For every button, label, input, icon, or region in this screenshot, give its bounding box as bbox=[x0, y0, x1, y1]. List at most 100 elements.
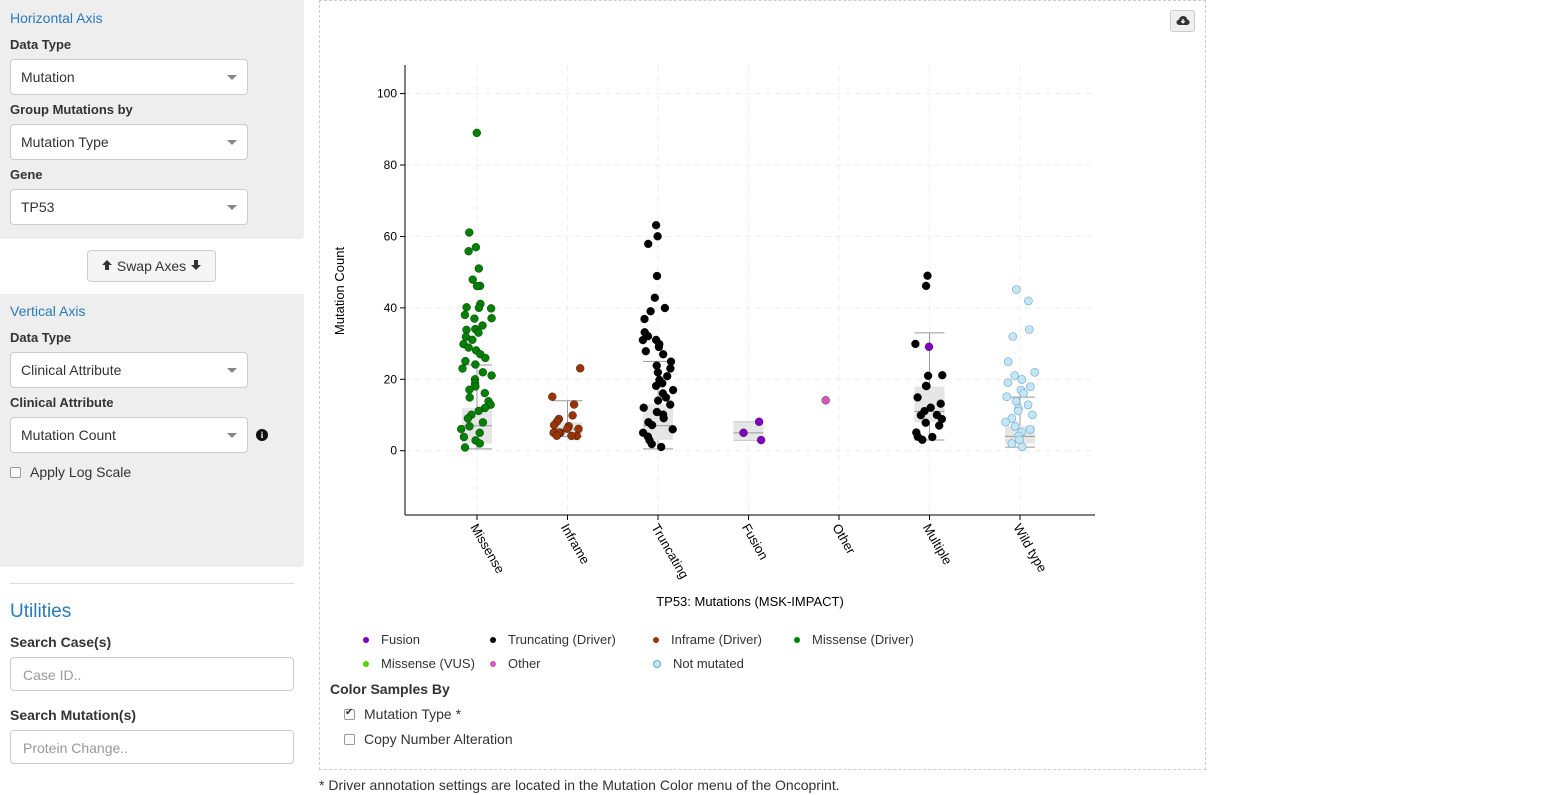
legend-item: Truncating (Driver) bbox=[490, 632, 616, 647]
clinical-attribute-label: Clinical Attribute bbox=[10, 395, 114, 410]
legend-marker bbox=[794, 636, 800, 643]
data-point bbox=[739, 428, 748, 437]
data-point bbox=[480, 388, 489, 398]
legend-marker bbox=[363, 636, 369, 643]
horizontal-axis-panel: Horizontal Axis Data Type Mutation Group… bbox=[0, 0, 304, 239]
data-point bbox=[576, 364, 585, 373]
footnote: * Driver annotation settings are located… bbox=[319, 777, 840, 793]
data-point bbox=[756, 435, 766, 445]
legend-label: Missense (Driver) bbox=[812, 632, 914, 647]
data-point bbox=[487, 371, 496, 380]
search-mutations-label: Search Mutation(s) bbox=[10, 707, 137, 723]
data-point bbox=[647, 420, 657, 430]
legend-label: Inframe (Driver) bbox=[671, 632, 763, 647]
search-mutations-input[interactable]: Protein Change.. bbox=[10, 730, 294, 764]
plot-container bbox=[319, 0, 1206, 770]
legend-item: Not mutated bbox=[653, 656, 744, 671]
data-point bbox=[1003, 357, 1013, 367]
data-point bbox=[461, 356, 470, 366]
gene-select[interactable]: TP53 bbox=[10, 189, 248, 225]
data-point bbox=[666, 400, 675, 409]
h-data-type-value: Mutation bbox=[21, 69, 75, 85]
search-mutations-placeholder: Protein Change.. bbox=[23, 740, 129, 756]
data-point bbox=[487, 314, 496, 323]
x-axis-label: TP53: Mutations (MSK-IMPACT) bbox=[656, 594, 844, 609]
x-tick-label: Missense bbox=[467, 521, 507, 576]
data-point bbox=[1007, 439, 1017, 448]
y-tick-label: 60 bbox=[384, 229, 398, 243]
y-axis-label: Mutation Count bbox=[332, 247, 347, 336]
y-tick-label: 20 bbox=[384, 372, 398, 386]
data-point bbox=[465, 393, 474, 402]
data-point bbox=[1002, 392, 1012, 402]
info-icon[interactable]: i bbox=[256, 429, 268, 441]
data-point bbox=[465, 385, 474, 394]
data-point bbox=[647, 439, 656, 449]
y-tick-label: 40 bbox=[384, 301, 398, 315]
data-point bbox=[474, 328, 483, 337]
gene-label: Gene bbox=[10, 167, 43, 182]
utilities-title: Utilities bbox=[10, 601, 72, 622]
y-tick-label: 100 bbox=[377, 87, 397, 101]
data-point bbox=[569, 400, 579, 409]
mutation-type-checkbox[interactable] bbox=[344, 707, 355, 720]
data-point bbox=[475, 439, 484, 448]
v-data-type-select[interactable]: Clinical Attribute bbox=[10, 352, 248, 388]
download-button[interactable] bbox=[1170, 10, 1195, 32]
data-point bbox=[924, 342, 934, 351]
copy-number-checkbox[interactable] bbox=[344, 734, 355, 745]
data-point bbox=[1024, 325, 1034, 334]
chevron-down-icon bbox=[227, 205, 237, 210]
vertical-axis-panel: Vertical Axis Data Type Clinical Attribu… bbox=[0, 294, 304, 567]
data-point bbox=[463, 414, 473, 423]
data-point bbox=[913, 393, 922, 402]
data-point bbox=[659, 350, 668, 359]
data-point bbox=[568, 411, 577, 420]
data-point bbox=[460, 443, 470, 452]
x-tick-label: Multiple bbox=[920, 521, 955, 567]
h-data-type-select[interactable]: Mutation bbox=[10, 59, 248, 95]
data-point bbox=[1025, 425, 1035, 434]
data-point bbox=[567, 431, 576, 441]
y-tick-label: 80 bbox=[384, 158, 398, 172]
v-data-type-label: Data Type bbox=[10, 330, 72, 345]
data-point bbox=[1030, 367, 1040, 377]
legend-item: Other bbox=[490, 656, 541, 671]
data-point bbox=[478, 418, 488, 427]
data-point bbox=[666, 364, 675, 373]
data-point bbox=[918, 435, 927, 444]
data-point bbox=[475, 428, 484, 437]
data-point bbox=[458, 364, 467, 373]
data-point bbox=[659, 414, 668, 423]
search-cases-placeholder: Case ID.. bbox=[23, 667, 82, 683]
data-point bbox=[663, 372, 672, 381]
vertical-axis-title: Vertical Axis bbox=[10, 303, 86, 319]
group-mutations-select[interactable]: Mutation Type bbox=[10, 124, 248, 160]
data-point bbox=[923, 271, 932, 280]
data-point bbox=[465, 422, 474, 431]
data-point bbox=[936, 399, 945, 408]
data-point bbox=[916, 411, 926, 420]
log-scale-checkbox[interactable] bbox=[10, 467, 21, 478]
data-point bbox=[471, 360, 480, 369]
data-point bbox=[478, 368, 487, 377]
data-point bbox=[921, 381, 931, 391]
h-data-type-label: Data Type bbox=[10, 37, 72, 52]
clinical-attribute-select[interactable]: Mutation Count bbox=[10, 417, 248, 453]
data-point bbox=[928, 432, 937, 442]
data-point bbox=[481, 353, 490, 363]
search-cases-input[interactable]: Case ID.. bbox=[10, 657, 294, 691]
data-point bbox=[471, 243, 481, 252]
x-tick-label: Other bbox=[829, 521, 859, 557]
data-point bbox=[653, 368, 663, 377]
data-point bbox=[464, 343, 473, 352]
swap-axes-button[interactable]: Swap Axes bbox=[87, 250, 216, 282]
plot-chart: 0 20 40 60 80 100 Missense Inframe Truncating Fus… bbox=[332, 65, 1095, 609]
data-point bbox=[1024, 296, 1033, 306]
data-point bbox=[652, 271, 662, 281]
arrow-up-icon bbox=[101, 258, 113, 274]
data-point bbox=[462, 303, 471, 312]
gene-value: TP53 bbox=[21, 199, 55, 215]
x-tick-label: Wild type bbox=[1010, 521, 1050, 575]
legend-item: Missense (VUS) bbox=[363, 656, 475, 671]
